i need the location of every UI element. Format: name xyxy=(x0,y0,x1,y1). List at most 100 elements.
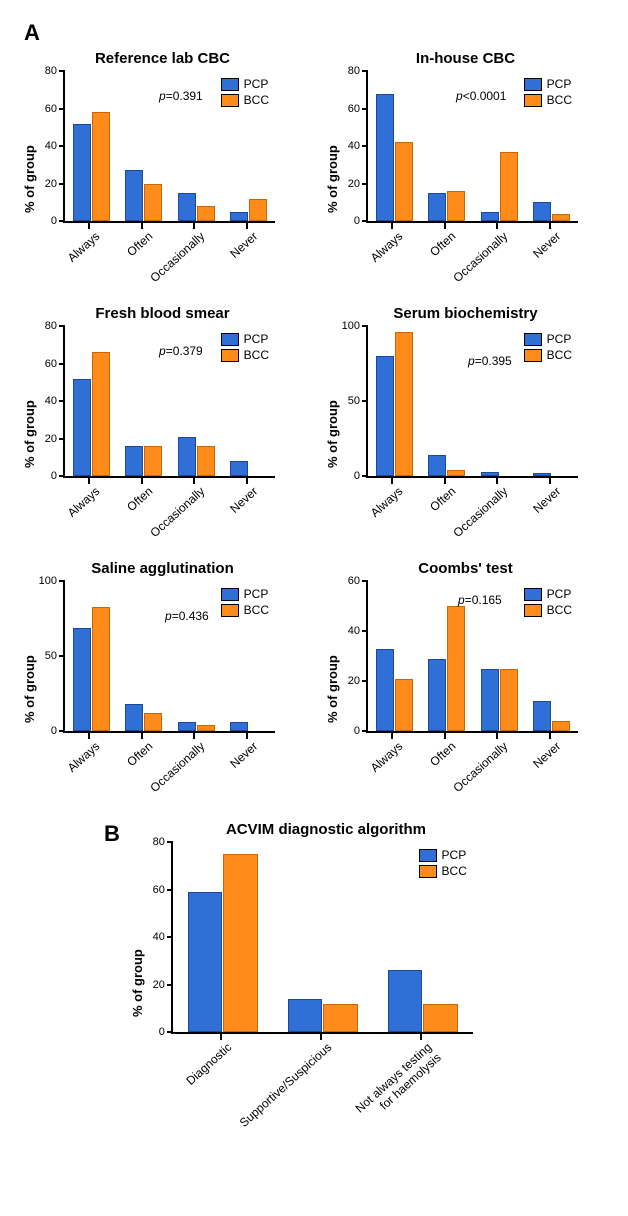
y-tick-label: 100 xyxy=(342,320,368,332)
x-tick xyxy=(88,223,90,229)
x-tick xyxy=(549,223,551,229)
y-axis-label: % of group xyxy=(323,581,340,797)
chart-ih_cbc: In-house CBC% of group020406080PCPBCCp<0… xyxy=(323,50,608,287)
x-tick xyxy=(391,223,393,229)
y-tick-label: 50 xyxy=(45,650,65,662)
p-value: p<0.0001 xyxy=(456,89,506,103)
y-tick-label: 60 xyxy=(348,103,368,115)
y-tick-label: 20 xyxy=(348,178,368,190)
y-axis-label: % of group xyxy=(20,326,37,542)
legend-label: BCC xyxy=(244,603,269,617)
legend-label: BCC xyxy=(547,603,572,617)
legend-item: PCP xyxy=(524,587,572,601)
panel-b: B ACVIM diagnostic algorithm% of group02… xyxy=(104,821,524,1124)
p-value: p=0.395 xyxy=(468,354,512,368)
x-tick xyxy=(88,733,90,739)
x-tick xyxy=(391,733,393,739)
legend: PCPBCC xyxy=(524,77,572,107)
legend: PCP BCC xyxy=(524,587,572,617)
bar-bcc-0 xyxy=(223,854,258,1032)
legend-swatch xyxy=(221,333,239,346)
y-tick-label: 20 xyxy=(45,433,65,445)
legend-swatch xyxy=(221,349,239,362)
bar-pcp-0 xyxy=(73,124,91,222)
x-tick xyxy=(141,478,143,484)
x-tick xyxy=(141,223,143,229)
bar-pcp-0 xyxy=(73,379,91,477)
bar-pcp-1 xyxy=(125,446,143,476)
bar-pcp-2 xyxy=(178,437,196,476)
legend-swatch xyxy=(221,94,239,107)
bar-bcc-2 xyxy=(500,152,518,221)
bar-pcp-2 xyxy=(481,472,499,477)
legend-label: PCP xyxy=(442,848,467,862)
legend-label: PCP xyxy=(244,77,269,91)
legend: PCPBCC xyxy=(221,332,269,362)
chart-saline: Saline agglutination% of group050100PCPB… xyxy=(20,560,305,797)
x-tick xyxy=(444,733,446,739)
legend-item: PCP xyxy=(221,332,269,346)
x-tick xyxy=(496,733,498,739)
legend-label: BCC xyxy=(547,348,572,362)
x-tick xyxy=(549,478,551,484)
legend-swatch xyxy=(524,588,542,601)
x-axis: AlwaysOftenOccasionallyNever xyxy=(366,733,576,797)
legend-item: BCC xyxy=(524,603,572,617)
y-tick-label: 60 xyxy=(348,575,368,587)
legend-item: BCC xyxy=(524,93,572,107)
x-tick xyxy=(496,478,498,484)
panel-a-label: A xyxy=(24,20,608,46)
y-tick-label: 80 xyxy=(348,65,368,77)
chart-title: ACVIM diagnostic algorithm xyxy=(128,821,524,838)
x-tick xyxy=(320,1034,322,1040)
x-tick xyxy=(193,223,195,229)
legend-swatch xyxy=(524,333,542,346)
bar-pcp-2 xyxy=(178,722,196,731)
p-value: p=0.165 xyxy=(458,593,502,607)
chart-ref_cbc: Reference lab CBC% of group020406080PCPB… xyxy=(20,50,305,287)
y-axis-label: % of group xyxy=(128,842,145,1124)
bar-pcp-1 xyxy=(125,704,143,731)
x-axis: AlwaysOftenOccasionallyNever xyxy=(63,223,273,287)
plot-area: 020406080PCPBCC xyxy=(171,842,473,1034)
x-tick xyxy=(420,1034,422,1040)
bar-pcp-2 xyxy=(178,193,196,221)
bar-pcp-0 xyxy=(73,628,91,732)
y-tick-label: 40 xyxy=(153,931,173,943)
y-tick-label: 50 xyxy=(348,395,368,407)
legend: PCP BCC xyxy=(221,77,269,107)
x-tick xyxy=(549,733,551,739)
legend-item: PCP xyxy=(221,77,269,91)
x-tick xyxy=(220,1034,222,1040)
y-tick-label: 80 xyxy=(45,320,65,332)
x-axis: DiagnosticSupportive/SuspiciousNot alway… xyxy=(171,1034,471,1124)
x-tick xyxy=(246,223,248,229)
p-value: p=0.391 xyxy=(159,89,203,103)
x-tick xyxy=(246,478,248,484)
legend-item: BCC xyxy=(419,864,467,878)
bar-bcc-0 xyxy=(395,332,413,476)
legend-label: BCC xyxy=(244,93,269,107)
y-axis-label: % of group xyxy=(323,326,340,542)
bar-pcp-2 xyxy=(481,212,499,221)
bar-bcc-0 xyxy=(395,679,413,732)
bar-pcp-0 xyxy=(376,356,394,476)
y-tick-label: 20 xyxy=(45,178,65,190)
bar-pcp-3 xyxy=(533,473,551,476)
bar-pcp-1 xyxy=(288,999,323,1032)
bar-pcp-1 xyxy=(428,193,446,221)
y-tick-label: 80 xyxy=(45,65,65,77)
y-tick-label: 40 xyxy=(45,395,65,407)
bar-bcc-0 xyxy=(92,112,110,221)
bar-bcc-0 xyxy=(92,352,110,476)
bar-pcp-0 xyxy=(376,649,394,732)
y-tick-label: 60 xyxy=(45,103,65,115)
bar-pcp-0 xyxy=(188,892,223,1032)
legend-label: PCP xyxy=(547,587,572,601)
x-axis: AlwaysOftenOccasionallyNever xyxy=(63,478,273,542)
panel-b-label: B xyxy=(104,821,120,847)
x-tick xyxy=(391,478,393,484)
y-axis-label: % of group xyxy=(20,581,37,797)
legend-swatch xyxy=(524,604,542,617)
legend-item: BCC xyxy=(221,93,269,107)
